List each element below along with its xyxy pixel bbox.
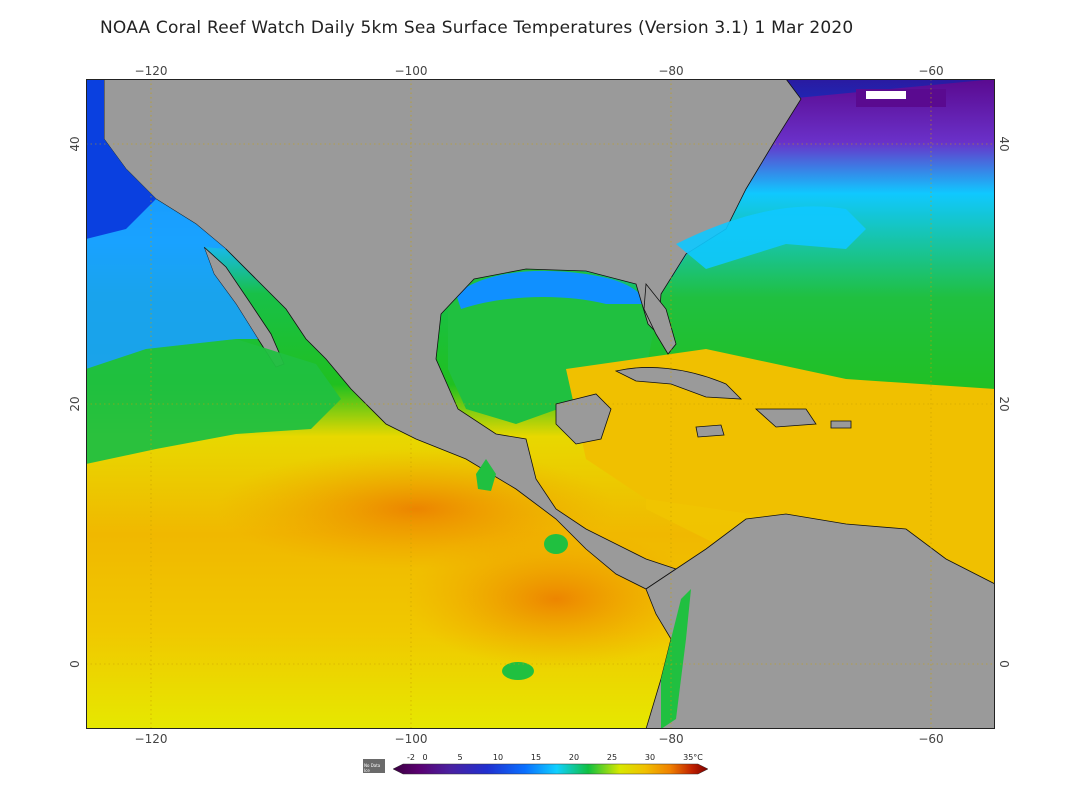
gulf-cool-shelf [456,270,646,309]
colorbar-fill [393,763,708,775]
colorbar [393,763,708,775]
lat-tick-right-0: 0 [997,660,1011,668]
lat-tick-left-20: 20 [68,396,82,412]
land-hispaniola [754,408,817,428]
colorbar-label-20: 20 [568,753,580,762]
lon-tick-top-60: −60 [918,64,944,78]
pacific-cold-band [86,79,156,239]
land-jamaica [695,424,725,438]
colorbar-label-30: 30 [644,753,656,762]
sst-map [86,79,995,729]
pacific-cool-band [86,79,258,369]
land-florida [643,282,677,355]
map-title: NOAA Coral Reef Watch Daily 5km Sea Surf… [100,18,854,38]
lat-tick-left-0: 0 [68,660,82,668]
colorbar-label-m2: -2 [407,753,415,762]
tehuantepec-cool-patch [476,459,496,491]
lon-tick-top-120: −120 [134,64,168,78]
lon-tick-bottom-120: −120 [134,732,168,746]
lon-tick-top-80: −80 [658,64,684,78]
lon-tick-bottom-80: −80 [658,732,684,746]
color-legend: No Data Ice -2 0 5 10 15 20 25 30 35 [363,753,713,778]
peru-coastal-upwelling [661,589,691,729]
pacific-green-band [86,339,341,464]
galapagos-cool-patch [502,662,534,680]
colorbar-label-5: 5 [457,753,463,762]
ice-patch [866,91,906,99]
lon-tick-bottom-60: −60 [918,732,944,746]
colorbar-label-35c: 35°C [683,753,703,762]
lat-tick-left-40: 40 [68,136,82,152]
papagayo-cool-patch [544,534,568,554]
colorbar-label-15: 15 [530,753,542,762]
lat-tick-right-20: 20 [997,396,1011,412]
graticule [86,79,995,729]
sst-map-svg [86,79,995,729]
land-yucatan [555,393,612,445]
land-cuba [614,367,743,400]
colorbar-label-25: 25 [606,753,618,762]
land-puerto-rico [830,420,852,429]
colorbar-label-10: 10 [492,753,504,762]
gulf-stream-filament [676,206,866,269]
lon-tick-bottom-100: −100 [394,732,428,746]
nodata-ice-swatch: No Data Ice [363,759,385,773]
lon-tick-top-100: −100 [394,64,428,78]
colorbar-label-0: 0 [422,753,428,762]
nodata-ice-label: No Data Ice [364,763,381,773]
land-north-america [103,79,802,590]
map-border [86,79,995,729]
lat-tick-right-40: 40 [997,136,1011,152]
